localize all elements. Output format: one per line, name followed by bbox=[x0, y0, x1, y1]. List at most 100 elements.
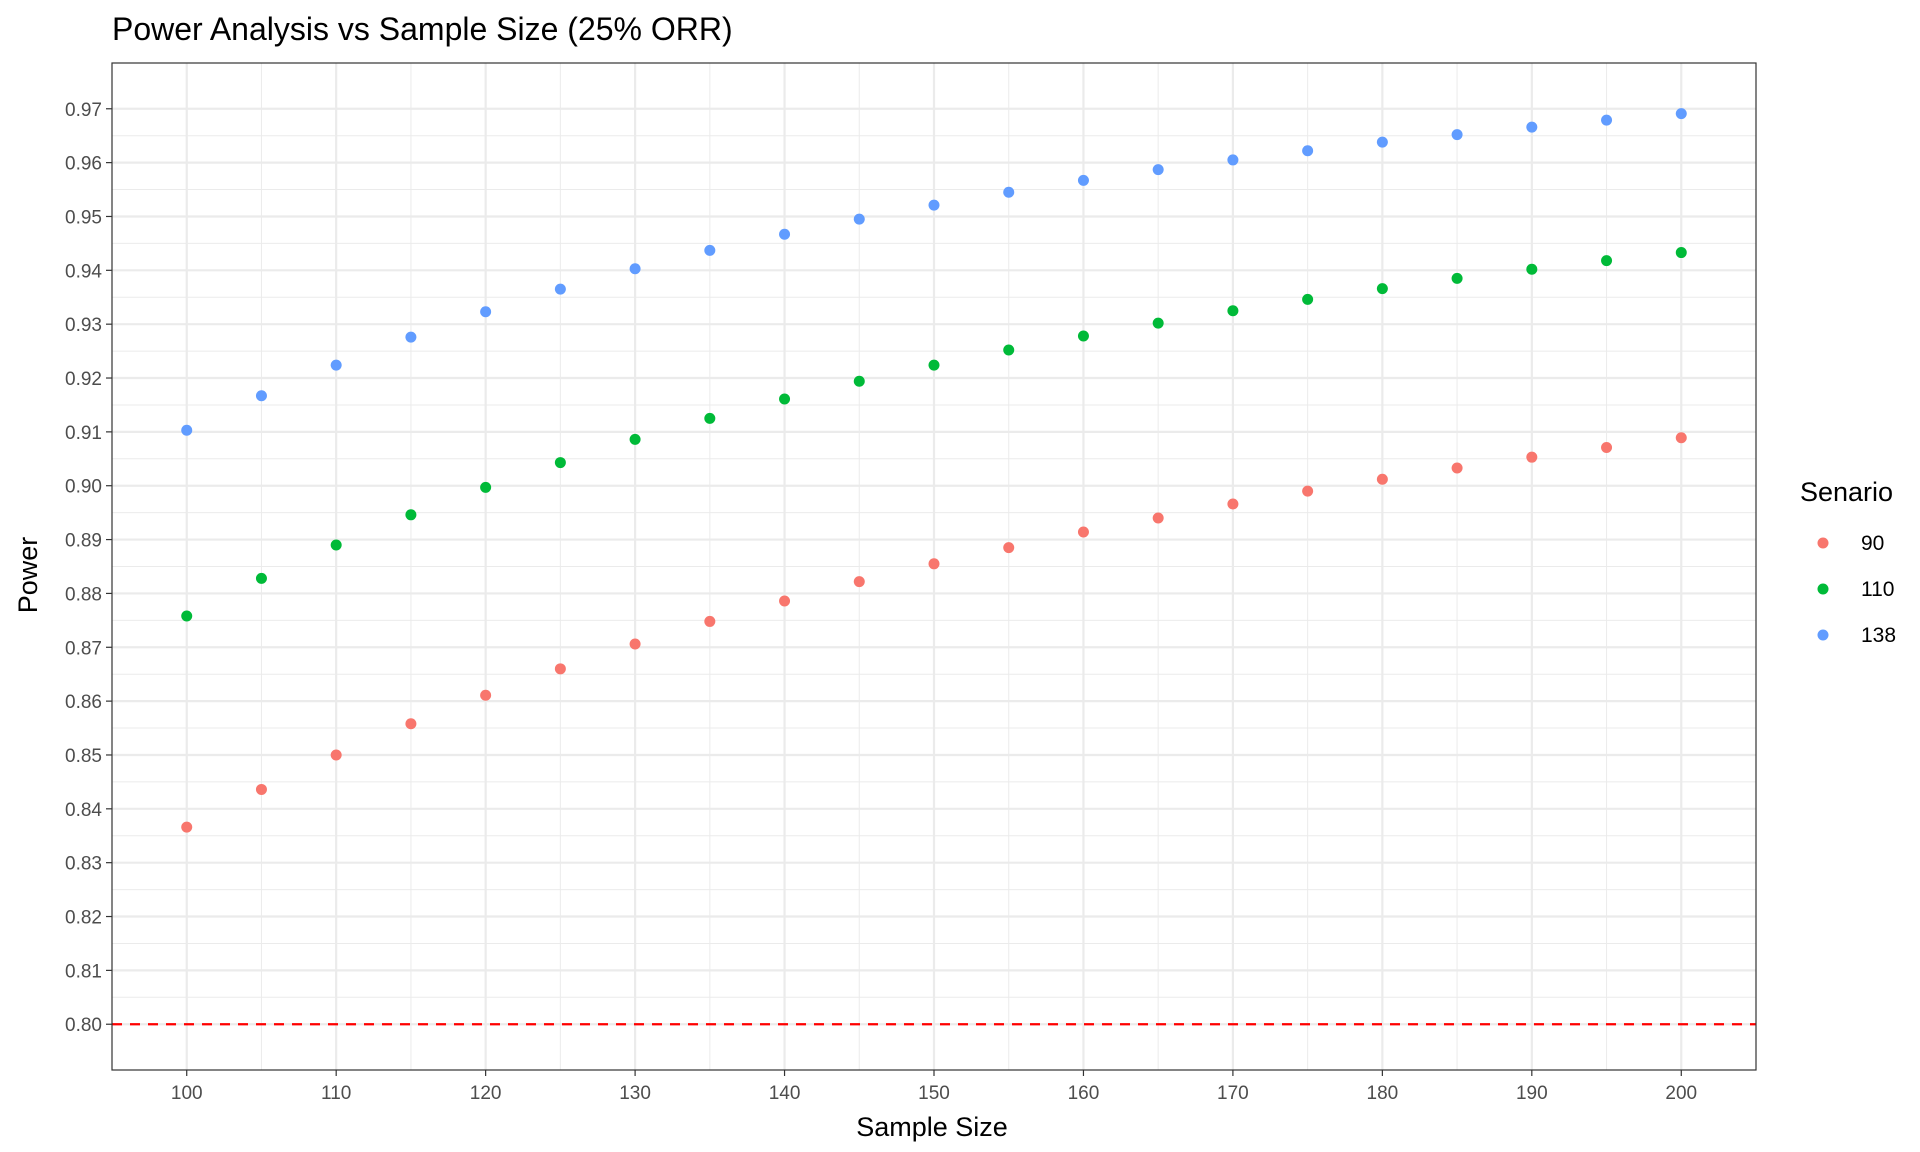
data-point-90 bbox=[1451, 462, 1463, 474]
data-point-90 bbox=[853, 576, 865, 588]
data-point-90 bbox=[1077, 526, 1089, 538]
data-point-90 bbox=[779, 595, 791, 607]
data-point-90 bbox=[181, 821, 193, 833]
y-tick-label: 0.81 bbox=[65, 961, 102, 982]
y-tick-label: 0.96 bbox=[65, 154, 102, 175]
y-tick-label: 0.88 bbox=[65, 584, 102, 605]
data-point-90 bbox=[629, 638, 641, 650]
data-point-110 bbox=[1227, 305, 1239, 317]
data-point-90 bbox=[928, 558, 940, 570]
y-tick-label: 0.82 bbox=[65, 908, 102, 929]
data-point-90 bbox=[405, 718, 417, 730]
y-tick-label: 0.97 bbox=[65, 100, 102, 121]
y-axis-title: Power bbox=[13, 537, 43, 614]
data-point-138 bbox=[554, 283, 566, 295]
chart-title: Power Analysis vs Sample Size (25% ORR) bbox=[112, 11, 733, 47]
data-point-138 bbox=[1675, 108, 1687, 120]
x-axis-title: Sample Size bbox=[856, 1112, 1008, 1142]
data-point-138 bbox=[1003, 186, 1015, 198]
data-point-138 bbox=[928, 199, 940, 211]
data-point-90 bbox=[255, 783, 267, 795]
data-point-90 bbox=[1526, 451, 1538, 463]
legend-label-90: 90 bbox=[1861, 532, 1884, 555]
data-point-138 bbox=[1227, 154, 1239, 166]
y-tick-label: 0.89 bbox=[65, 531, 102, 552]
y-tick-label: 0.93 bbox=[65, 315, 102, 336]
y-tick-label: 0.92 bbox=[65, 369, 102, 390]
data-point-110 bbox=[1302, 293, 1314, 305]
data-point-138 bbox=[1077, 174, 1089, 186]
data-point-90 bbox=[480, 689, 492, 701]
data-point-110 bbox=[853, 375, 865, 387]
data-point-110 bbox=[1451, 272, 1463, 284]
data-point-138 bbox=[1451, 129, 1463, 141]
data-point-110 bbox=[629, 433, 641, 445]
data-point-110 bbox=[928, 359, 940, 371]
data-point-138 bbox=[1601, 114, 1613, 126]
y-axis-ticks: 0.80 0.81 0.82 0.83 0.84 0.85 0.86 0.87 0.88 0.89… bbox=[65, 100, 112, 1036]
data-point-110 bbox=[330, 539, 342, 551]
data-point-90 bbox=[1003, 542, 1015, 554]
data-point-110 bbox=[405, 509, 417, 521]
y-tick-label: 0.87 bbox=[65, 638, 102, 659]
data-point-138 bbox=[1152, 164, 1164, 176]
data-point-90 bbox=[1152, 512, 1164, 524]
data-point-90 bbox=[330, 749, 342, 761]
y-tick-label: 0.84 bbox=[65, 800, 102, 821]
data-point-110 bbox=[181, 610, 193, 622]
y-tick-label: 0.91 bbox=[65, 423, 102, 444]
x-tick-label: 110 bbox=[321, 1083, 351, 1104]
y-tick-label: 0.95 bbox=[65, 207, 102, 228]
data-point-110 bbox=[554, 457, 566, 469]
y-tick-label: 0.83 bbox=[65, 854, 102, 875]
data-point-138 bbox=[405, 331, 417, 343]
data-point-110 bbox=[255, 572, 267, 584]
data-point-90 bbox=[1601, 441, 1613, 453]
data-point-90 bbox=[704, 615, 716, 627]
data-point-138 bbox=[1526, 121, 1538, 133]
data-points bbox=[181, 108, 1687, 833]
x-tick-label: 120 bbox=[470, 1083, 502, 1104]
x-tick-label: 200 bbox=[1665, 1083, 1697, 1104]
data-point-110 bbox=[1077, 330, 1089, 342]
data-point-138 bbox=[779, 228, 791, 240]
data-point-138 bbox=[704, 244, 716, 256]
x-tick-label: 100 bbox=[171, 1083, 203, 1104]
data-point-90 bbox=[554, 663, 566, 675]
legend-key-138 bbox=[1817, 629, 1829, 641]
data-point-138 bbox=[181, 424, 193, 436]
y-tick-label: 0.85 bbox=[65, 746, 102, 767]
x-tick-label: 180 bbox=[1367, 1083, 1399, 1104]
data-point-138 bbox=[480, 306, 492, 318]
legend: Senario 90 110 138 bbox=[1800, 477, 1896, 647]
data-point-110 bbox=[1376, 283, 1388, 295]
legend-key-90 bbox=[1817, 537, 1829, 549]
y-tick-label: 0.94 bbox=[65, 261, 102, 282]
x-tick-label: 130 bbox=[619, 1083, 651, 1104]
data-point-90 bbox=[1675, 432, 1687, 444]
legend-label-138: 138 bbox=[1861, 624, 1896, 647]
data-point-110 bbox=[779, 393, 791, 405]
legend-key-110 bbox=[1817, 583, 1829, 595]
data-point-110 bbox=[1601, 255, 1613, 267]
x-tick-label: 190 bbox=[1516, 1083, 1548, 1104]
data-point-90 bbox=[1227, 498, 1239, 510]
data-point-138 bbox=[1376, 136, 1388, 148]
x-tick-label: 150 bbox=[918, 1083, 950, 1104]
data-point-90 bbox=[1376, 473, 1388, 485]
y-tick-label: 0.86 bbox=[65, 692, 102, 713]
data-point-110 bbox=[704, 412, 716, 424]
y-tick-label: 0.90 bbox=[65, 477, 102, 498]
data-point-90 bbox=[1302, 485, 1314, 497]
x-tick-label: 140 bbox=[769, 1083, 801, 1104]
data-point-110 bbox=[480, 481, 492, 493]
data-point-138 bbox=[330, 359, 342, 371]
x-axis-ticks: 100 110 120 130 140 150 160 170 180 190 200 bbox=[171, 1070, 1697, 1104]
legend-label-110: 110 bbox=[1861, 578, 1894, 601]
x-tick-label: 160 bbox=[1068, 1083, 1100, 1104]
data-point-110 bbox=[1152, 317, 1164, 329]
data-point-138 bbox=[629, 263, 641, 275]
data-point-138 bbox=[853, 213, 865, 225]
legend-title: Senario bbox=[1800, 477, 1893, 507]
